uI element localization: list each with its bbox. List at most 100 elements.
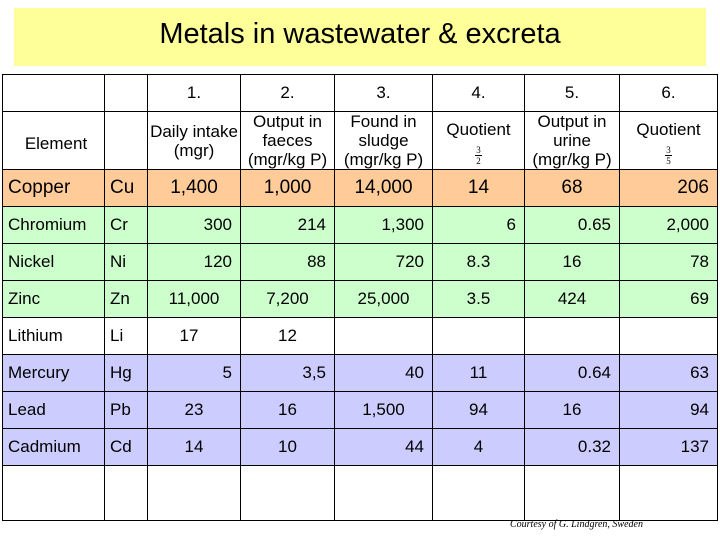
element-name: Nickel <box>2 243 105 281</box>
daily-intake-value: 14 <box>147 428 241 466</box>
blank-cell <box>619 465 718 521</box>
header-output-urine: Output in urine (mgr/kg P) <box>524 111 620 170</box>
header-quotient-4: Quotient 3 2 <box>432 111 525 170</box>
blank-cell <box>2 465 105 521</box>
quotient-label: Quotient <box>446 120 511 139</box>
blank-cell <box>104 111 148 170</box>
sludge-value: 1,300 <box>334 206 433 244</box>
header-quotient-6: Quotient 3 5 <box>619 111 718 170</box>
table-row-mercury: Mercury Hg 5 3,5 40 11 0.64 63 <box>2 354 718 392</box>
faeces-value: 10 <box>240 428 335 466</box>
metals-table: 1. 2. 3. 4. 5. 6. Element Daily intake (… <box>2 74 718 521</box>
urine-value: 0.32 <box>524 428 620 466</box>
element-name: Cadmium <box>2 428 105 466</box>
quotient-6-value: 2,000 <box>619 206 718 244</box>
blank-cell <box>104 465 148 521</box>
fraction-denominator: 2 <box>476 156 481 166</box>
daily-intake-value: 300 <box>147 206 241 244</box>
quotient-6-value: 69 <box>619 280 718 318</box>
quotient-4-value: 14 <box>432 169 525 207</box>
column-number-row: 1. 2. 3. 4. 5. 6. <box>2 74 718 112</box>
quotient-6-value: 94 <box>619 391 718 429</box>
daily-intake-value: 5 <box>147 354 241 392</box>
sludge-value: 720 <box>334 243 433 281</box>
faeces-value: 12 <box>240 317 335 355</box>
faeces-value: 16 <box>240 391 335 429</box>
sludge-value: 1,500 <box>334 391 433 429</box>
urine-value: 0.65 <box>524 206 620 244</box>
table-row-lead: Lead Pb 23 16 1,500 94 16 94 <box>2 391 718 429</box>
quotient-fraction: 3 2 <box>475 145 482 166</box>
sludge-value: 14,000 <box>334 169 433 207</box>
table-row-lithium: Lithium Li 17 12 <box>2 317 718 355</box>
page-title: Metals in wastewater & excreta <box>159 18 561 50</box>
quotient-4-value <box>432 317 525 355</box>
blank-cell <box>432 465 525 521</box>
sludge-value <box>334 317 433 355</box>
faeces-value: 1,000 <box>240 169 335 207</box>
col-number-4: 4. <box>432 74 525 112</box>
element-symbol: Pb <box>104 391 148 429</box>
quotient-4-value: 4 <box>432 428 525 466</box>
urine-value: 16 <box>524 243 620 281</box>
urine-value: 16 <box>524 391 620 429</box>
col-number-5: 5. <box>524 74 620 112</box>
element-symbol: Ni <box>104 243 148 281</box>
table-row-chromium: Chromium Cr 300 214 1,300 6 0.65 2,000 <box>2 206 718 244</box>
daily-intake-value: 11,000 <box>147 280 241 318</box>
table-row-zinc: Zinc Zn 11,000 7,200 25,000 3.5 424 69 <box>2 280 718 318</box>
urine-value: 0.64 <box>524 354 620 392</box>
credit-note: Courtesy of G. Lindgren, Sweden <box>510 519 643 530</box>
element-symbol: Li <box>104 317 148 355</box>
quotient-4-value: 94 <box>432 391 525 429</box>
table-row-nickel: Nickel Ni 120 88 720 8.3 16 78 <box>2 243 718 281</box>
element-symbol: Cr <box>104 206 148 244</box>
quotient-6-value: 137 <box>619 428 718 466</box>
blank-cell <box>240 465 335 521</box>
daily-intake-value: 1,400 <box>147 169 241 207</box>
fraction-numerator: 3 <box>665 145 672 156</box>
fraction-denominator: 5 <box>666 156 671 166</box>
table-row-copper: Copper Cu 1,400 1,000 14,000 14 68 206 <box>2 169 718 207</box>
faeces-value: 214 <box>240 206 335 244</box>
col-number-3: 3. <box>334 74 433 112</box>
element-name: Chromium <box>2 206 105 244</box>
element-symbol: Zn <box>104 280 148 318</box>
element-symbol: Cd <box>104 428 148 466</box>
blank-cell <box>104 74 148 112</box>
element-header: Element <box>2 111 105 170</box>
urine-value: 68 <box>524 169 620 207</box>
daily-intake-value: 23 <box>147 391 241 429</box>
quotient-4-value: 11 <box>432 354 525 392</box>
column-header-row: Element Daily intake (mgr) Output in fae… <box>2 111 718 170</box>
col-number-1: 1. <box>147 74 241 112</box>
header-daily-intake: Daily intake (mgr) <box>147 111 241 170</box>
table-row-cadmium: Cadmium Cd 14 10 44 4 0.32 137 <box>2 428 718 466</box>
blank-cell <box>334 465 433 521</box>
quotient-6-value: 78 <box>619 243 718 281</box>
sludge-value: 40 <box>334 354 433 392</box>
quotient-4-value: 8.3 <box>432 243 525 281</box>
fraction-numerator: 3 <box>475 145 482 156</box>
quotient-fraction: 3 5 <box>665 145 672 166</box>
element-symbol: Cu <box>104 169 148 207</box>
header-output-faeces: Output in faeces (mgr/kg P) <box>240 111 335 170</box>
blank-cell <box>2 74 105 112</box>
col-number-6: 6. <box>619 74 718 112</box>
urine-value: 424 <box>524 280 620 318</box>
quotient-6-value <box>619 317 718 355</box>
faeces-value: 88 <box>240 243 335 281</box>
sludge-value: 25,000 <box>334 280 433 318</box>
blank-cell <box>147 465 241 521</box>
quotient-4-value: 3.5 <box>432 280 525 318</box>
element-name: Lithium <box>2 317 105 355</box>
quotient-4-value: 6 <box>432 206 525 244</box>
quotient-6-value: 63 <box>619 354 718 392</box>
sludge-value: 44 <box>334 428 433 466</box>
urine-value <box>524 317 620 355</box>
title-banner: Metals in wastewater & excreta <box>14 8 706 66</box>
quotient-6-value: 206 <box>619 169 718 207</box>
blank-cell <box>524 465 620 521</box>
quotient-label: Quotient <box>636 120 701 139</box>
element-name: Lead <box>2 391 105 429</box>
